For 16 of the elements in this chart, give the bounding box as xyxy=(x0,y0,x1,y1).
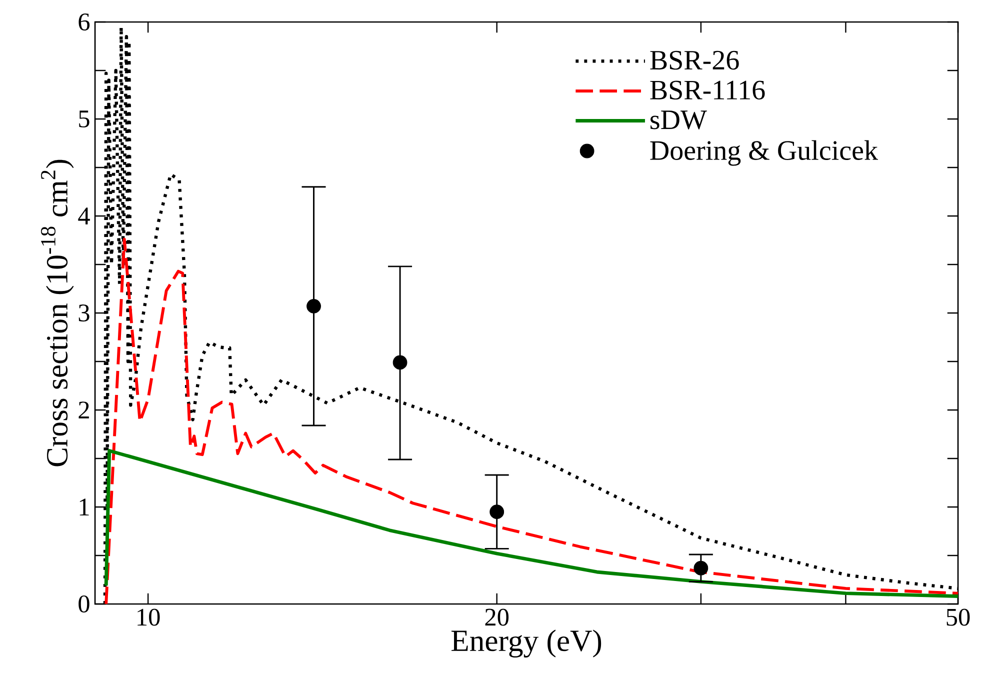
y-tick-label: 0 xyxy=(78,595,90,613)
y-tick-label: 6 xyxy=(78,13,90,31)
y-tick-label: 4 xyxy=(78,208,90,224)
y-tick-label: 1 xyxy=(80,498,89,516)
x-axis-title: Energy (eV) xyxy=(451,630,602,658)
x-tick-label: 20 xyxy=(485,608,509,626)
y-tick-label: 2 xyxy=(78,402,89,418)
x-tick-label: 10 xyxy=(138,608,160,626)
legend-label: Doering & Gulcicek xyxy=(650,140,878,166)
y-tick-label: 3 xyxy=(78,304,90,322)
legend-label: BSR-1116 xyxy=(650,80,765,100)
x-tick-label: 50 xyxy=(946,608,970,626)
y-tick-label: 5 xyxy=(79,110,90,128)
y-axis-title: Cross section (10$^{-18}$ cm$^{2}$) xyxy=(40,160,74,466)
legend-label: BSR-26 xyxy=(650,50,739,70)
legend-label: sDW xyxy=(650,110,707,130)
